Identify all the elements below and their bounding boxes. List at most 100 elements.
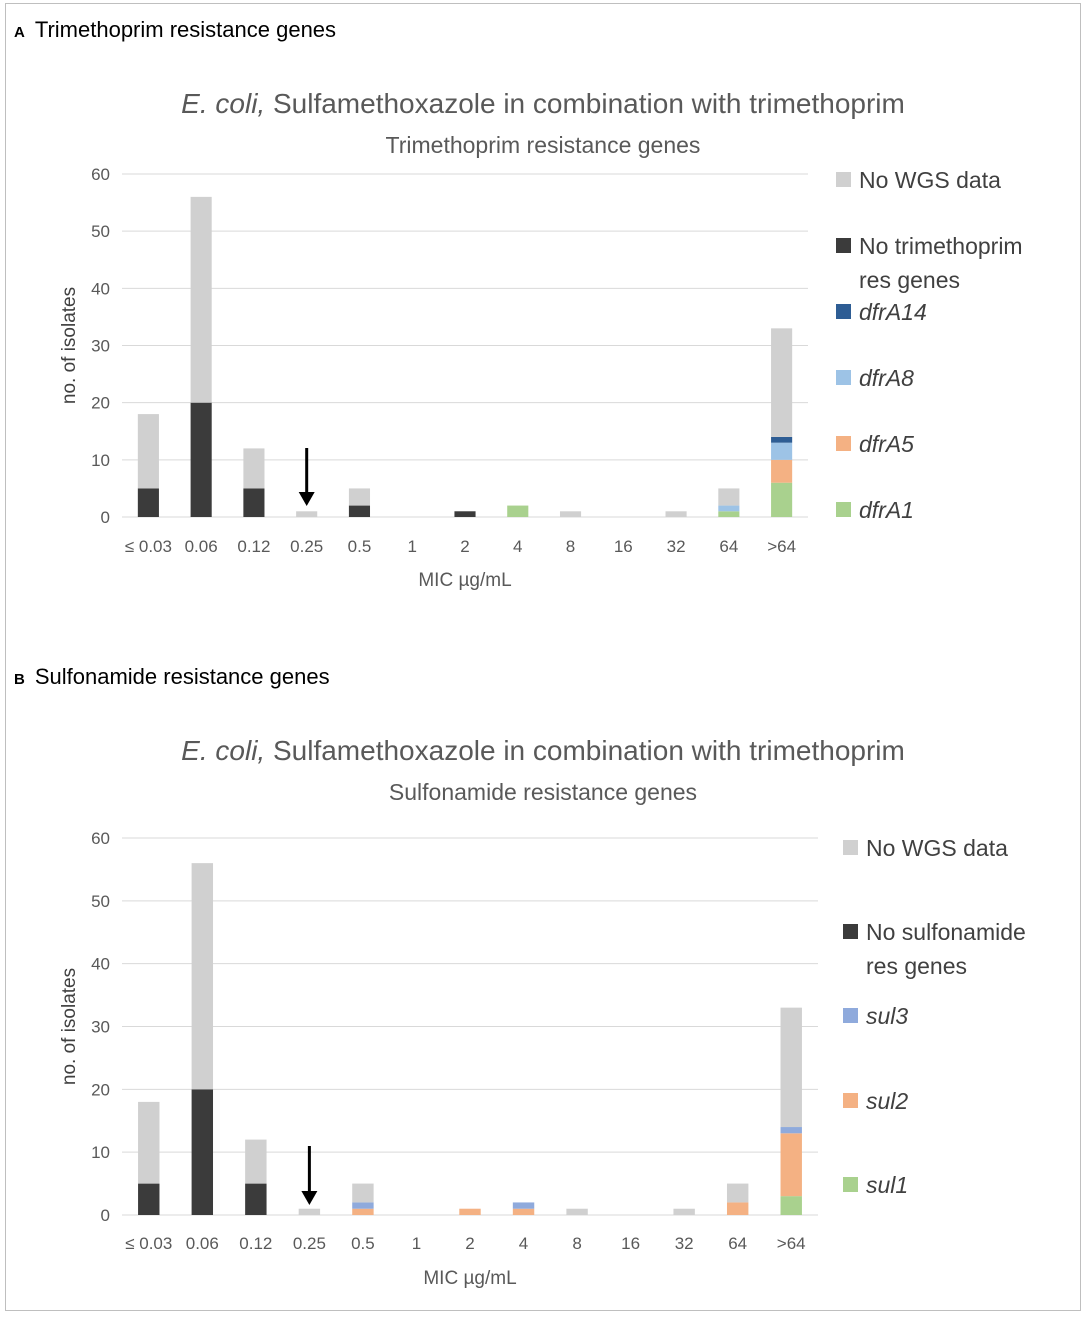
x-tick-label: ≤ 0.03 [125, 1234, 172, 1253]
x-tick-label: 0.25 [293, 1234, 326, 1253]
legend-swatch [843, 924, 858, 939]
x-tick-label: 16 [614, 537, 633, 556]
bar-dfra5 [771, 459, 793, 483]
legend-label: No WGS data [859, 167, 1001, 193]
x-tick-label: 2 [465, 1234, 474, 1253]
breakpoint-arrow-head [301, 1191, 318, 1205]
x-tick-label: 8 [572, 1234, 581, 1253]
y-tick-label: 60 [91, 165, 110, 184]
bar-sul2 [352, 1208, 374, 1215]
x-tick-label: 0.06 [185, 537, 218, 556]
legend-label: dfrA8 [859, 365, 914, 391]
y-tick-label: 20 [91, 1080, 110, 1099]
y-tick-label: 50 [91, 222, 110, 241]
x-tick-label: 1 [407, 537, 416, 556]
x-tick-label: 0.5 [351, 1234, 375, 1253]
legend-label-line: res genes [866, 953, 967, 979]
bar-no-wgs-data [190, 196, 212, 403]
chart-title: E. coli, Sulfamethoxazole in combination… [181, 88, 905, 119]
x-tick-label: 64 [719, 537, 738, 556]
x-tick-label: 0.12 [239, 1234, 272, 1253]
bar-sul2 [726, 1202, 749, 1215]
bar-no-wgs-data [298, 1208, 321, 1215]
x-tick-label: 4 [519, 1234, 528, 1253]
chart-subtitle: Sulfonamide resistance genes [389, 779, 697, 805]
legend-label: dfrA1 [859, 497, 914, 523]
bar-no-wgs-data [137, 414, 159, 489]
panel-a-letter: A [14, 24, 25, 41]
y-tick-label: 10 [91, 451, 110, 470]
bar-no-wgs-data [771, 328, 793, 437]
legend-label-line: dfrA5 [859, 431, 914, 457]
y-tick-label: 0 [101, 1206, 110, 1225]
legend-label-line: dfrA8 [859, 365, 914, 391]
bar-no-wgs-data [718, 488, 740, 506]
x-tick-label: 2 [460, 537, 469, 556]
y-tick-label: 60 [91, 829, 110, 848]
legend-label: sul1 [866, 1172, 908, 1198]
legend-label-line: res genes [859, 267, 960, 293]
x-tick-label: 64 [728, 1234, 747, 1253]
x-tick-label: 0.25 [290, 537, 323, 556]
bar-no-sulfonamide-res-genes [191, 1089, 214, 1215]
chart-subtitle: Trimethoprim resistance genes [386, 132, 701, 158]
bar-dfra1 [771, 482, 793, 517]
legend-label: No WGS data [866, 835, 1008, 861]
y-axis-label: no. of isolates [59, 968, 80, 1085]
bar-no-trimethoprim-res-genes [348, 505, 371, 517]
legend-label: No trimethoprim res genes [859, 233, 1023, 293]
legend-label: dfrA5 [859, 431, 914, 457]
legend-swatch [836, 436, 851, 451]
legend-label-line: dfrA14 [859, 299, 927, 325]
bar-no-wgs-data [245, 1139, 267, 1184]
bar-no-wgs-data [243, 448, 265, 489]
chart-title-rest: Sulfamethoxazole in combination with tri… [265, 735, 905, 766]
x-tick-label: 1 [412, 1234, 421, 1253]
legend-swatch [836, 304, 851, 319]
bar-no-wgs-data [665, 511, 687, 517]
x-tick-label: 16 [621, 1234, 640, 1253]
bar-no-sulfonamide-res-genes [138, 1183, 160, 1215]
x-tick-label: 4 [513, 537, 522, 556]
x-tick-label: 32 [667, 537, 686, 556]
legend-label: No sulfonamide res genes [866, 919, 1026, 979]
x-tick-label: 32 [675, 1234, 694, 1253]
legend-label-line: No WGS data [859, 167, 1001, 193]
chart-title: E. coli, Sulfamethoxazole in combination… [181, 735, 905, 766]
legend-swatch [836, 172, 851, 187]
legend-label: sul2 [866, 1088, 908, 1114]
chart-b: E. coli, Sulfamethoxazole in combination… [59, 735, 1026, 1289]
y-axis-label: no. of isolates [59, 287, 80, 404]
legend-swatch [843, 840, 858, 855]
chart-title-italic: E. coli, [181, 735, 265, 766]
y-tick-label: 50 [91, 892, 110, 911]
legend-swatch [836, 238, 851, 253]
bar-no-wgs-data [726, 1183, 749, 1203]
legend-label-line: sul3 [866, 1003, 908, 1029]
bar-sul1 [780, 1196, 802, 1215]
bar-no-wgs-data [138, 1101, 160, 1184]
bar-no-sulfonamide-res-genes [245, 1183, 267, 1215]
bar-dfra1 [507, 505, 529, 517]
panel-b-heading-text: Sulfonamide resistance genes [34, 664, 330, 689]
panel-b-letter: B [14, 671, 25, 688]
x-tick-label: 8 [566, 537, 575, 556]
y-tick-label: 30 [91, 337, 110, 356]
breakpoint-arrow-head [298, 492, 315, 506]
x-axis-label: MIC µg/mL [418, 570, 511, 591]
bar-no-wgs-data [566, 1208, 588, 1215]
panel-a-heading-text: Trimethoprim resistance genes [34, 17, 337, 42]
bar-no-trimethoprim-res-genes [243, 488, 265, 517]
bar-sul2 [512, 1208, 535, 1215]
bar-no-trimethoprim-res-genes [190, 402, 212, 517]
legend-swatch [843, 1008, 858, 1023]
legend-swatch [843, 1093, 858, 1108]
panel-a-heading: A Trimethoprim resistance genes [14, 17, 336, 43]
legend-swatch [843, 1177, 858, 1192]
legend-label: dfrA14 [859, 299, 927, 325]
y-tick-label: 0 [101, 508, 110, 527]
legend-label-line: No sulfonamide [866, 919, 1026, 945]
bar-sul3 [352, 1202, 374, 1209]
chart-title-italic: E. coli, [181, 88, 265, 119]
chart-a: E. coli, Sulfamethoxazole in combination… [59, 88, 1023, 591]
